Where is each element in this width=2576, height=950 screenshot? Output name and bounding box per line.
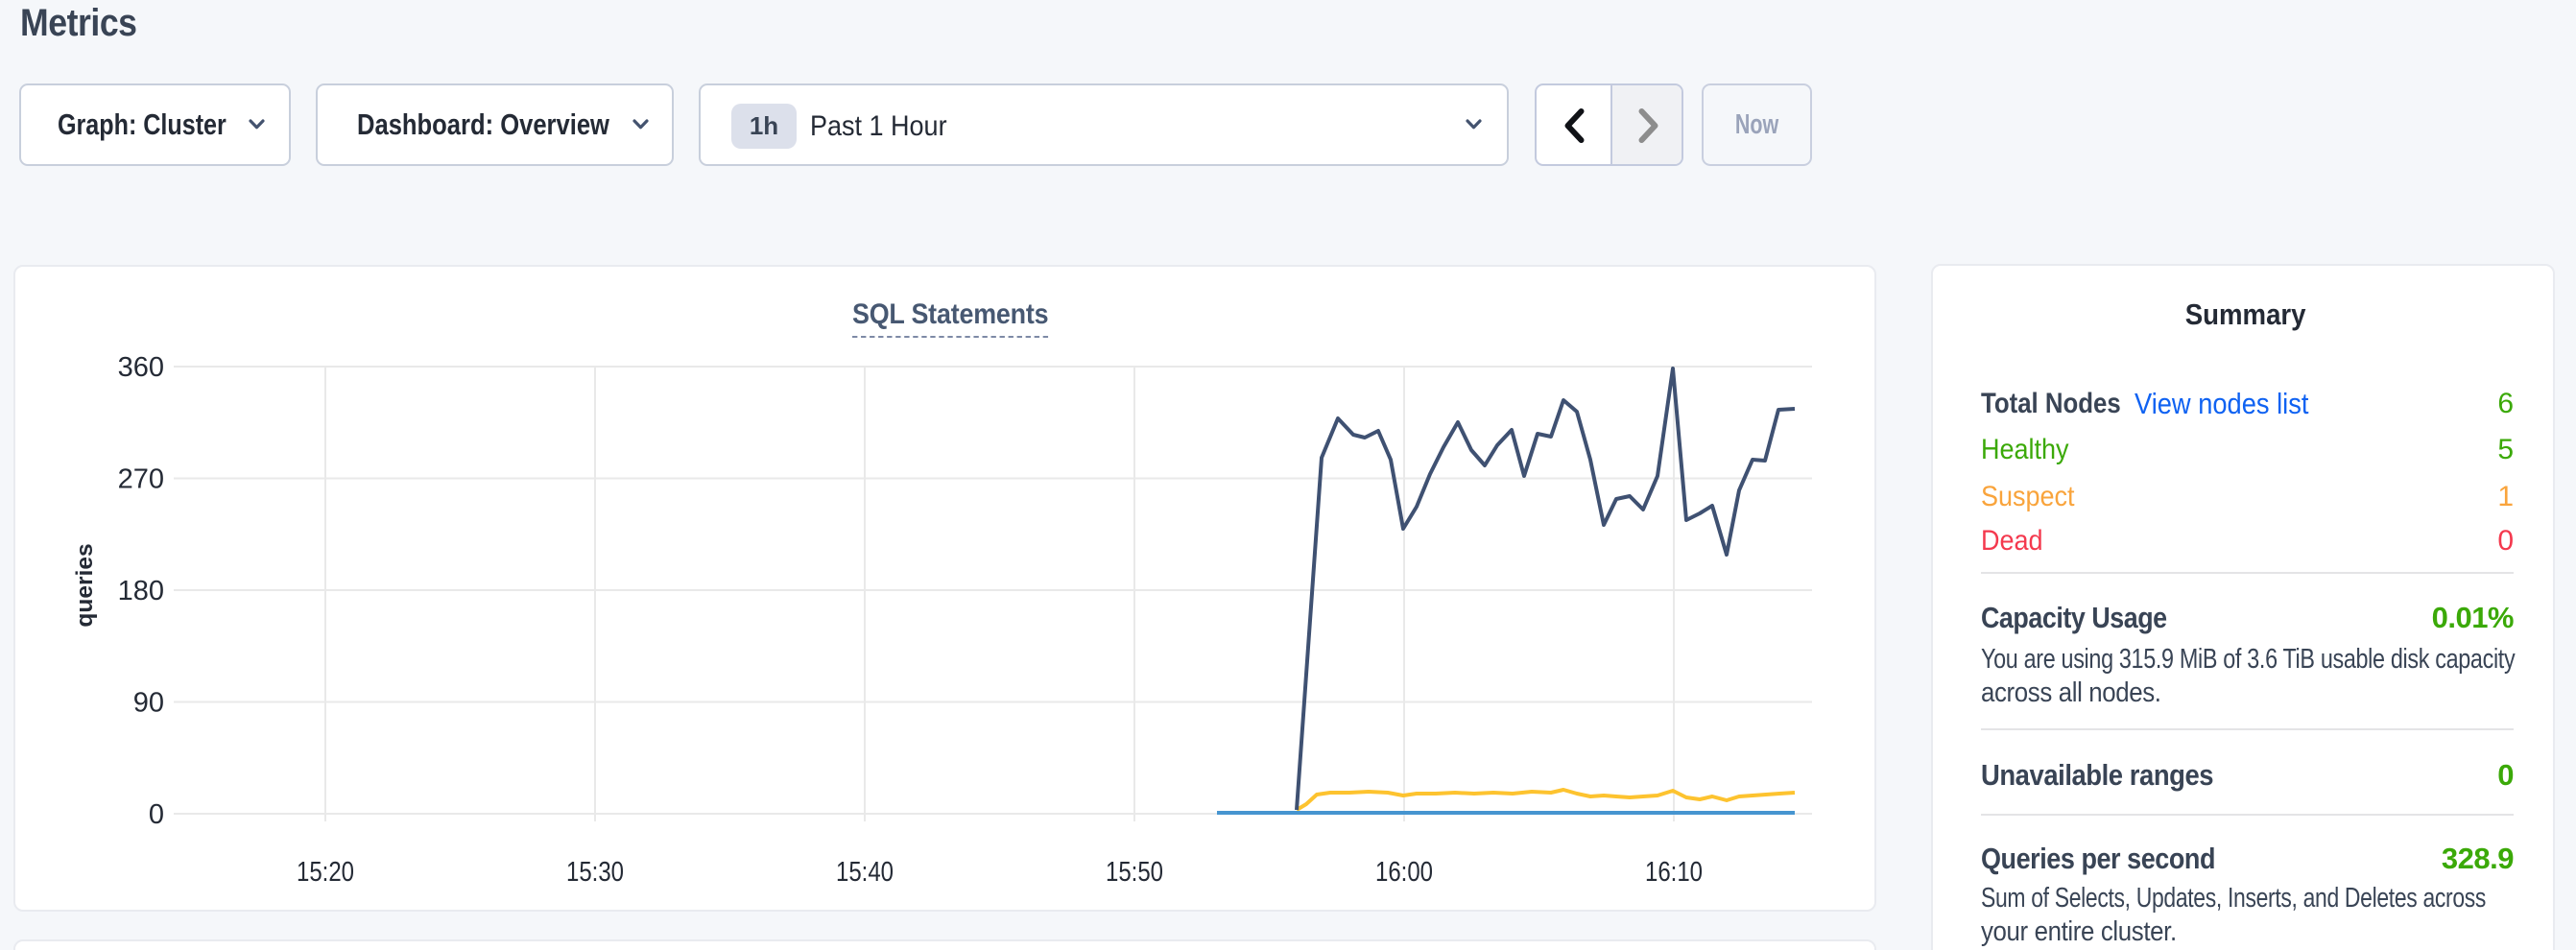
svg-text:0: 0 [149, 799, 164, 830]
svg-text:15:30: 15:30 [566, 857, 624, 888]
svg-text:180: 180 [118, 576, 164, 606]
svg-text:queries: queries [72, 543, 98, 627]
svg-text:16:00: 16:00 [1375, 857, 1433, 888]
svg-text:15:50: 15:50 [1106, 857, 1163, 888]
svg-text:15:20: 15:20 [297, 857, 354, 888]
svg-text:15:40: 15:40 [836, 857, 894, 888]
svg-text:270: 270 [118, 464, 164, 495]
svg-text:360: 360 [118, 352, 164, 383]
svg-text:16:10: 16:10 [1645, 857, 1703, 888]
svg-text:90: 90 [133, 688, 164, 719]
